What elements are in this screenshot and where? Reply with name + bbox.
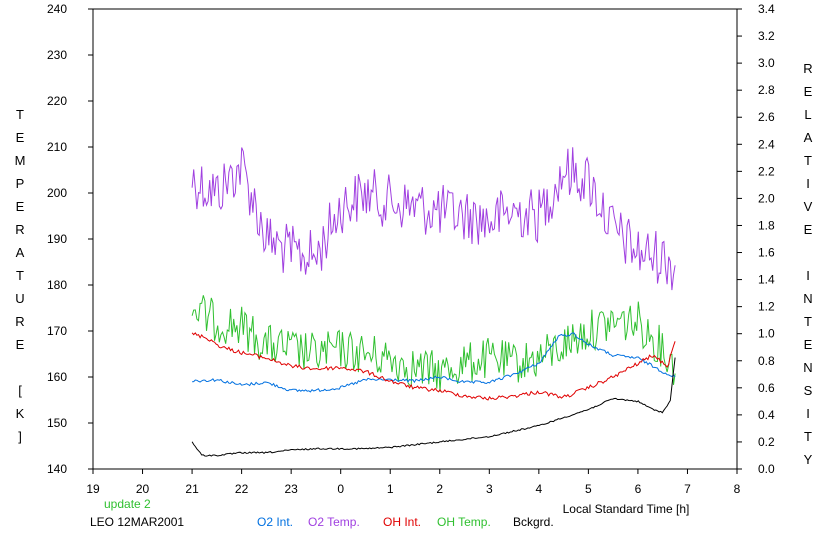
y-right-tick-label: 1.8 — [758, 218, 775, 232]
x-tick-label: 2 — [436, 482, 443, 496]
station-label: LEO 12MAR2001 — [90, 515, 185, 529]
y-left-tick-label: 140 — [47, 462, 67, 476]
x-tick-label: 6 — [635, 482, 642, 496]
y-right-tick-label: 3.4 — [758, 2, 775, 16]
x-tick-label: 8 — [734, 482, 741, 496]
y-right-tick-label: 1.4 — [758, 273, 775, 287]
y-right-tick-label: 0.2 — [758, 435, 775, 449]
x-tick-label: 4 — [536, 482, 543, 496]
y-left-tick-label: 210 — [47, 140, 67, 154]
legend-oh-temp: OH Temp. — [437, 515, 491, 529]
y-left-tick-label: 240 — [47, 2, 67, 16]
y-right-tick-label: 0.8 — [758, 354, 775, 368]
y-left-tick-label: 200 — [47, 186, 67, 200]
x-axis-label: Local Standard Time [h] — [563, 502, 690, 516]
series-line-o2-temp — [191, 147, 676, 291]
series-line-oh-int — [191, 332, 676, 401]
x-tick-label: 20 — [136, 482, 150, 496]
y-right-tick-label: 2.2 — [758, 164, 775, 178]
y-right-tick-label: 1.6 — [758, 246, 775, 260]
series-line-bckgrd — [191, 357, 676, 457]
y-left-tick-label: 190 — [47, 232, 67, 246]
y-left-tick-label: 230 — [47, 48, 67, 62]
x-tick-label: 23 — [284, 482, 298, 496]
series-line-o2-int — [192, 332, 676, 393]
y-right-tick-label: 2.0 — [758, 191, 775, 205]
series-line-oh-temp — [191, 295, 676, 392]
x-tick-label: 22 — [235, 482, 249, 496]
x-tick-label: 0 — [337, 482, 344, 496]
plot-frame — [92, 8, 738, 470]
update-label: update 2 — [104, 497, 151, 511]
x-tick-label: 19 — [86, 482, 100, 496]
x-tick-label: 7 — [684, 482, 691, 496]
y-left-tick-label: 170 — [47, 324, 67, 338]
y-left-tick-label: 220 — [47, 94, 67, 108]
x-tick-label: 21 — [185, 482, 199, 496]
y-right-tick-label: 2.8 — [758, 83, 775, 97]
y-left-tick-label: 180 — [47, 278, 67, 292]
y-right-tick-label: 1.2 — [758, 300, 775, 314]
y-right-tick-label: 3.2 — [758, 29, 775, 43]
legend-o2-int: O2 Int. — [257, 515, 294, 529]
y-right-tick-label: 1.0 — [758, 327, 775, 341]
y-right-tick-label: 0.6 — [758, 381, 775, 395]
y-left-tick-label: 160 — [47, 370, 67, 384]
legend-bckgrd: Bckgrd. — [513, 515, 554, 529]
legend-oh-int: OH Int. — [383, 515, 422, 529]
y-right-tick-label: 2.4 — [758, 137, 775, 151]
y-right-tick-label: 2.6 — [758, 110, 775, 124]
x-tick-label: 5 — [585, 482, 592, 496]
y-left-tick-label: 150 — [47, 416, 67, 430]
legend-o2-temp: O2 Temp. — [308, 515, 360, 529]
y-right-tick-label: 0.0 — [758, 462, 775, 476]
y-right-tick-label: 3.0 — [758, 56, 775, 70]
x-tick-label: 1 — [387, 482, 394, 496]
x-tick-label: 3 — [486, 482, 493, 496]
y-right-tick-label: 0.4 — [758, 408, 775, 422]
